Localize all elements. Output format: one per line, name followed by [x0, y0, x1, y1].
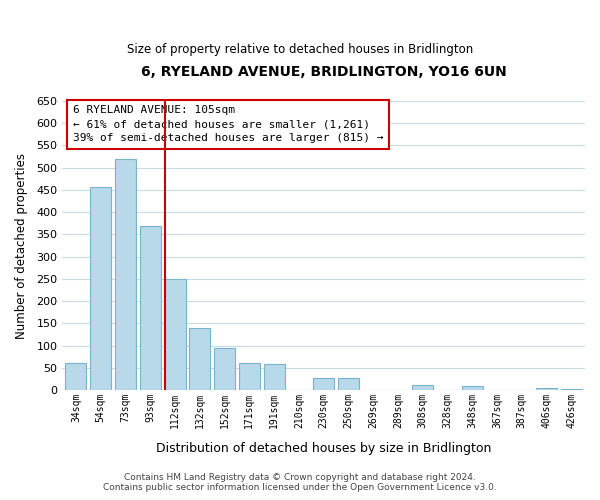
Bar	[412, 384, 433, 390]
Bar	[90, 187, 111, 390]
Title: 6, RYELAND AVENUE, BRIDLINGTON, YO16 6UN: 6, RYELAND AVENUE, BRIDLINGTON, YO16 6UN	[141, 65, 506, 79]
Bar	[462, 386, 483, 390]
Bar	[65, 362, 86, 390]
X-axis label: Distribution of detached houses by size in Bridlington: Distribution of detached houses by size …	[156, 442, 491, 455]
Bar	[536, 388, 557, 390]
Bar	[338, 378, 359, 390]
Text: Contains HM Land Registry data © Crown copyright and database right 2024.
Contai: Contains HM Land Registry data © Crown c…	[103, 473, 497, 492]
Bar	[164, 279, 185, 390]
Bar	[313, 378, 334, 390]
Bar	[115, 160, 136, 390]
Bar	[263, 364, 284, 390]
Bar	[189, 328, 211, 390]
Y-axis label: Number of detached properties: Number of detached properties	[15, 152, 28, 338]
Bar	[561, 388, 582, 390]
Bar	[140, 226, 161, 390]
Text: Size of property relative to detached houses in Bridlington: Size of property relative to detached ho…	[127, 42, 473, 56]
Bar	[214, 348, 235, 390]
Text: 6 RYELAND AVENUE: 105sqm
← 61% of detached houses are smaller (1,261)
39% of sem: 6 RYELAND AVENUE: 105sqm ← 61% of detach…	[73, 106, 383, 144]
Bar	[239, 362, 260, 390]
